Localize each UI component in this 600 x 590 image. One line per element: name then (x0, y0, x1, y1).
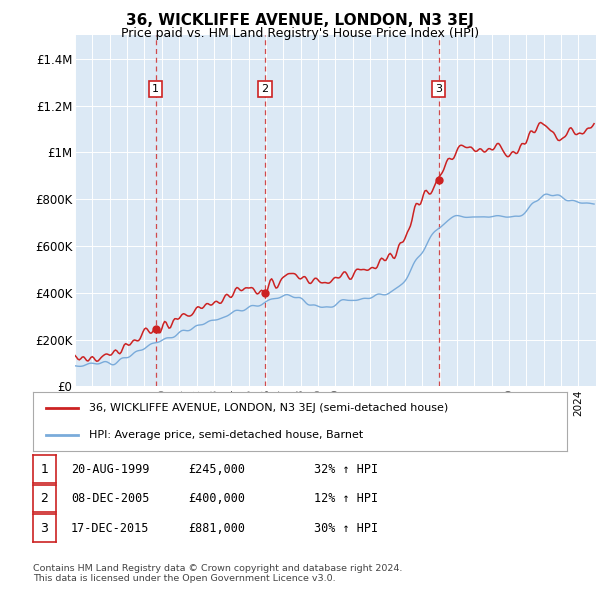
Text: 2: 2 (262, 84, 268, 94)
Text: 30% ↑ HPI: 30% ↑ HPI (314, 522, 378, 535)
Text: 1: 1 (152, 84, 159, 94)
Text: 12% ↑ HPI: 12% ↑ HPI (314, 492, 378, 505)
Text: 1: 1 (40, 463, 49, 476)
Text: £881,000: £881,000 (188, 522, 245, 535)
Text: £400,000: £400,000 (188, 492, 245, 505)
Text: 20-AUG-1999: 20-AUG-1999 (71, 463, 149, 476)
Text: £245,000: £245,000 (188, 463, 245, 476)
Text: 36, WICKLIFFE AVENUE, LONDON, N3 3EJ: 36, WICKLIFFE AVENUE, LONDON, N3 3EJ (126, 13, 474, 28)
Text: 2: 2 (40, 492, 49, 505)
Text: Contains HM Land Registry data © Crown copyright and database right 2024.
This d: Contains HM Land Registry data © Crown c… (33, 563, 403, 583)
Text: Price paid vs. HM Land Registry's House Price Index (HPI): Price paid vs. HM Land Registry's House … (121, 27, 479, 40)
Text: 17-DEC-2015: 17-DEC-2015 (71, 522, 149, 535)
Text: 36, WICKLIFFE AVENUE, LONDON, N3 3EJ (semi-detached house): 36, WICKLIFFE AVENUE, LONDON, N3 3EJ (se… (89, 404, 448, 413)
Text: 08-DEC-2005: 08-DEC-2005 (71, 492, 149, 505)
Text: 3: 3 (436, 84, 442, 94)
Text: 32% ↑ HPI: 32% ↑ HPI (314, 463, 378, 476)
Text: HPI: Average price, semi-detached house, Barnet: HPI: Average price, semi-detached house,… (89, 431, 364, 440)
Text: 3: 3 (40, 522, 49, 535)
